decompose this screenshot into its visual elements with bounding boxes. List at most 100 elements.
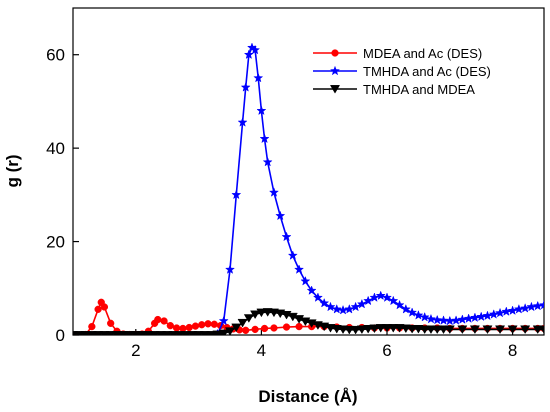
- data-point: [350, 301, 361, 312]
- data-point: [262, 156, 273, 167]
- data-point: [520, 303, 531, 313]
- data-point: [166, 322, 174, 330]
- y-tick-label: 0: [56, 326, 65, 345]
- data-point: [356, 325, 367, 335]
- data-point: [400, 303, 411, 314]
- data-point: [275, 210, 286, 221]
- data-point: [251, 325, 259, 334]
- data-point: [369, 292, 380, 302]
- data-point: [425, 313, 437, 324]
- data-point: [520, 325, 531, 335]
- data-point: [287, 312, 298, 322]
- x-tick-label: 8: [508, 341, 517, 360]
- legend-item: MDEA and Ac (DES): [313, 46, 482, 61]
- x-tick-label: 6: [382, 341, 391, 360]
- data-point: [381, 324, 393, 333]
- data-point: [325, 301, 336, 312]
- data-point: [242, 326, 250, 334]
- data-point: [224, 327, 236, 335]
- data-point: [210, 320, 218, 328]
- data-point: [243, 49, 254, 60]
- data-point: [160, 317, 168, 325]
- data-point: [331, 303, 342, 314]
- x-tick-label: 4: [257, 341, 266, 360]
- data-point: [488, 309, 499, 319]
- data-point: [337, 304, 349, 315]
- data-point: [260, 324, 269, 333]
- data-point: [532, 325, 543, 335]
- data-point: [407, 324, 418, 334]
- data-point: [250, 310, 261, 320]
- series-layer: [73, 42, 544, 335]
- series-2: [212, 42, 544, 335]
- data-point: [154, 315, 162, 324]
- data-point: [282, 323, 291, 331]
- data-point: [212, 330, 223, 335]
- data-point: [388, 295, 399, 306]
- data-point: [494, 307, 506, 318]
- data-point: [256, 105, 267, 116]
- data-point: [444, 315, 455, 326]
- data-point: [356, 298, 367, 309]
- data-point: [526, 301, 537, 312]
- data-point: [469, 325, 480, 335]
- data-point: [375, 290, 386, 301]
- data-point: [295, 322, 303, 331]
- data-point: [179, 324, 187, 333]
- data-point: [259, 133, 270, 144]
- data-point: [294, 264, 305, 274]
- data-point: [501, 306, 512, 316]
- data-point: [476, 311, 487, 322]
- data-point: [94, 305, 102, 313]
- x-tick-label: 2: [131, 341, 140, 360]
- data-point: [88, 322, 96, 331]
- data-point: [250, 44, 261, 55]
- data-point: [312, 292, 323, 302]
- data-point: [256, 308, 267, 318]
- data-point: [172, 324, 181, 332]
- x-axis-title: Distance (Å): [258, 387, 357, 406]
- data-point: [394, 299, 405, 310]
- data-point: [344, 325, 355, 335]
- data-point: [319, 297, 330, 308]
- data-point: [451, 315, 462, 325]
- data-point: [375, 324, 386, 333]
- data-point: [363, 324, 374, 334]
- data-point: [444, 325, 455, 335]
- data-point: [253, 72, 264, 83]
- data-point: [413, 310, 424, 320]
- data-point: [231, 189, 242, 200]
- data-point: [407, 307, 418, 317]
- data-point: [300, 275, 311, 286]
- data-point: [350, 325, 361, 335]
- data-point: [388, 324, 399, 333]
- data-point: [218, 329, 229, 335]
- data-point: [270, 324, 278, 332]
- data-point: [191, 322, 200, 330]
- data-point: [344, 303, 355, 314]
- data-point: [457, 325, 468, 335]
- data-point: [198, 321, 206, 329]
- data-point: [538, 299, 544, 310]
- data-point: [495, 325, 506, 335]
- y-tick-label: 60: [46, 46, 65, 65]
- data-point: [218, 315, 229, 326]
- data-point: [243, 314, 254, 323]
- data-point: [204, 320, 212, 328]
- data-point: [532, 300, 543, 311]
- data-point: [281, 231, 292, 242]
- data-point: [100, 303, 109, 311]
- data-point: [482, 325, 493, 335]
- legend-label: MDEA and Ac (DES): [363, 46, 482, 61]
- data-point: [237, 318, 248, 328]
- data-point: [240, 82, 251, 92]
- data-point: [185, 323, 193, 332]
- data-point: [363, 295, 374, 306]
- data-point: [482, 310, 493, 321]
- data-point: [507, 305, 518, 316]
- data-point: [369, 324, 380, 334]
- data-point: [463, 313, 474, 323]
- data-point: [287, 250, 298, 260]
- data-point: [432, 314, 443, 325]
